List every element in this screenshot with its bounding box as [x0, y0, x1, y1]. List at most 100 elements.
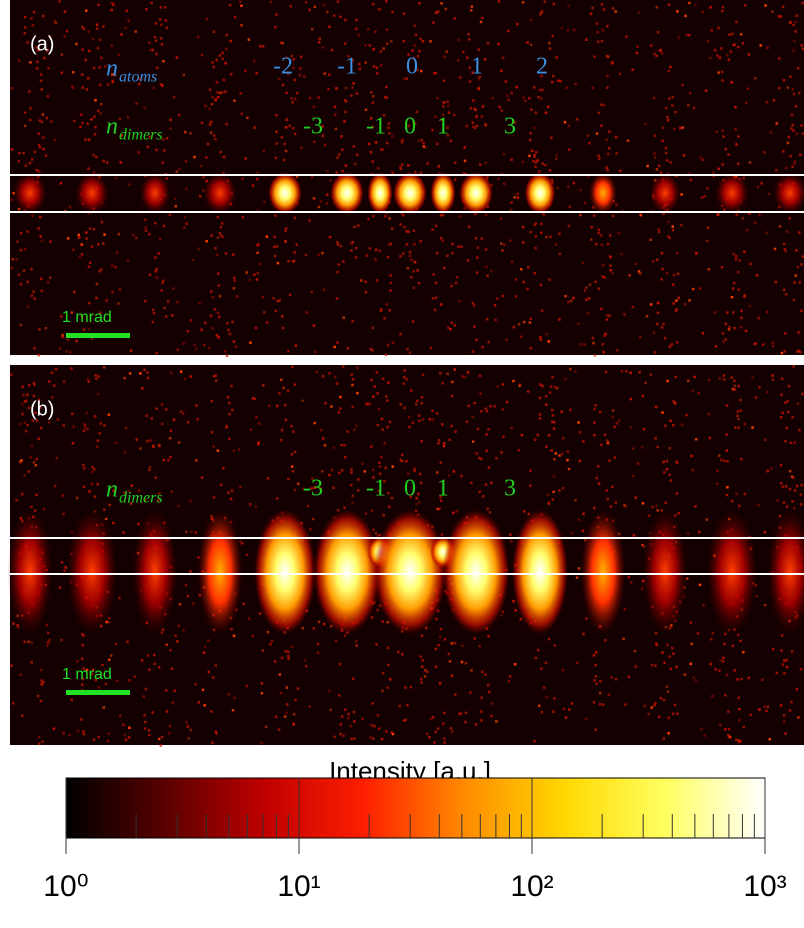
noise [749, 263, 752, 266]
noise [272, 297, 275, 300]
streak [732, 44, 735, 47]
streak [284, 230, 287, 233]
noise [676, 10, 679, 13]
noise [185, 584, 188, 587]
noise [161, 403, 164, 406]
noise [266, 235, 269, 238]
streak [443, 80, 446, 83]
noise [384, 442, 387, 445]
noise [699, 287, 702, 290]
noise [319, 37, 322, 40]
noise [131, 484, 134, 487]
noise [318, 254, 321, 257]
order-label: 0 [406, 54, 418, 80]
noise [47, 641, 50, 644]
streak [535, 111, 538, 114]
streak [33, 347, 36, 350]
noise [66, 30, 69, 33]
streak [148, 729, 151, 732]
noise [793, 441, 796, 444]
streak [795, 15, 798, 18]
noise [322, 46, 325, 49]
noise [118, 233, 121, 236]
streak [789, 155, 792, 158]
noise [724, 633, 727, 636]
streak [229, 4, 232, 7]
noise [12, 702, 15, 705]
noise [110, 9, 113, 12]
noise [742, 651, 745, 654]
noise [422, 418, 425, 421]
noise [328, 372, 331, 375]
noise [540, 97, 543, 100]
noise [73, 120, 76, 123]
noise [46, 645, 49, 648]
streak [656, 259, 659, 262]
noise [331, 49, 334, 52]
streak [793, 281, 796, 284]
noise [30, 17, 33, 20]
noise [573, 29, 576, 32]
streak [780, 394, 783, 397]
noise [390, 282, 393, 285]
streak [608, 460, 611, 463]
noise [615, 204, 618, 207]
streak [737, 410, 740, 413]
streak [287, 260, 290, 263]
streak [476, 125, 479, 128]
noise [433, 741, 436, 744]
noise [239, 486, 242, 489]
streak [87, 167, 90, 170]
noise [616, 349, 619, 352]
noise [199, 195, 202, 198]
noise [177, 505, 180, 508]
streak [663, 471, 666, 474]
streak [788, 385, 791, 388]
streak [81, 633, 84, 636]
noise [426, 162, 429, 165]
streak [420, 681, 423, 684]
noise [411, 49, 414, 52]
diffraction-peak [254, 510, 316, 635]
noise [79, 256, 82, 259]
streak [386, 142, 389, 145]
noise [163, 459, 166, 462]
noise [477, 247, 480, 250]
streak [143, 714, 146, 717]
streak [405, 378, 408, 381]
noise [182, 629, 185, 632]
streak [40, 278, 43, 281]
noise [681, 424, 684, 427]
noise [695, 679, 698, 682]
streak [421, 635, 424, 638]
noise [155, 276, 158, 279]
noise [764, 439, 767, 442]
noise [593, 434, 596, 437]
streak [540, 667, 543, 670]
streak [442, 214, 445, 217]
noise [97, 439, 100, 442]
streak [780, 482, 783, 485]
streak [406, 704, 409, 707]
streak [405, 230, 408, 233]
noise [638, 371, 641, 374]
noise [203, 704, 206, 707]
streak [228, 438, 231, 441]
streak [222, 58, 225, 61]
streak [148, 734, 151, 737]
streak [593, 214, 596, 217]
noise [453, 470, 456, 473]
noise [794, 489, 797, 492]
noise [111, 264, 114, 267]
noise [673, 302, 676, 305]
noise [501, 249, 504, 252]
noise [307, 505, 310, 508]
noise [772, 342, 775, 345]
streak [18, 152, 21, 155]
streak [729, 736, 732, 739]
noise [623, 504, 626, 507]
noise [268, 405, 271, 408]
noise [308, 9, 311, 12]
noise [377, 8, 380, 11]
streak [338, 694, 341, 697]
